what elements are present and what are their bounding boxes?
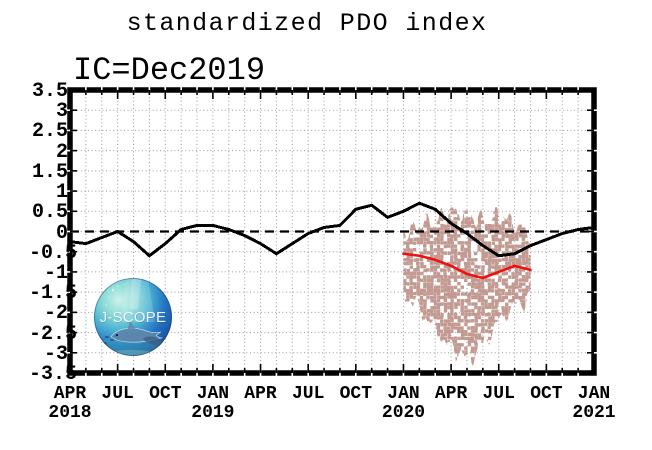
svg-text:J-SCOPE: J-SCOPE (100, 309, 166, 326)
